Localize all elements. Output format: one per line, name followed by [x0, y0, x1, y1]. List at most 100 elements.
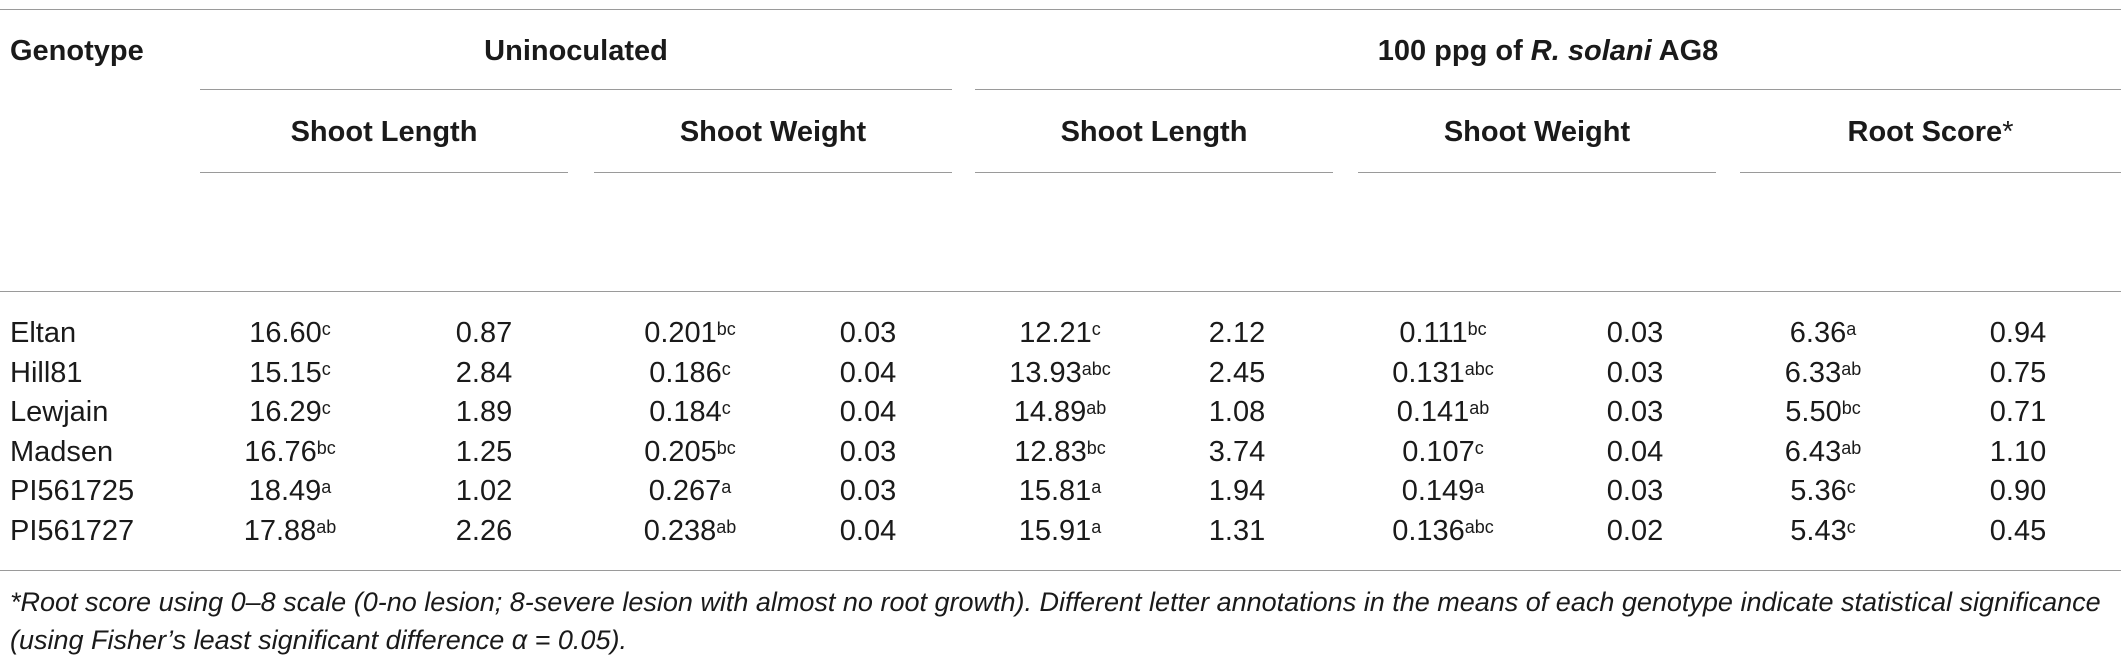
sd-cell: 0.04: [778, 511, 958, 551]
cell-value: 0.75: [1989, 356, 2047, 389]
cell-value: 14.89: [1013, 396, 1087, 428]
sd-cell: 0.04: [778, 353, 958, 393]
cell-value: 0.141: [1396, 396, 1470, 428]
root-score-asterisk: *: [2002, 116, 2014, 148]
significance-letters: ab: [1841, 437, 1862, 458]
cell-value: 16.60: [249, 317, 322, 349]
footnote-line-2: (using Fisher’s least significant differ…: [10, 625, 627, 655]
sd-cell: 3.74: [1147, 432, 1327, 472]
cell-value: 0.201: [644, 317, 717, 349]
u-shoot-weight-header: Shoot Weight: [679, 116, 867, 148]
genotype-header: Genotype: [10, 35, 144, 67]
cell-value: 0.71: [1989, 396, 2047, 428]
cell-value: 0.45: [1989, 514, 2047, 547]
cell-value: 1.94: [1208, 475, 1266, 507]
sd-cell: 0.03: [1545, 392, 1725, 432]
significance-letters: ab: [1841, 358, 1862, 379]
significance-letters: c: [1474, 437, 1484, 458]
cell-value: 0.87: [455, 317, 513, 349]
i-shoot-weight-header: Shoot Weight: [1443, 116, 1631, 148]
sd-cell: 0.03: [778, 432, 958, 472]
mean-cell: 0.238ab: [600, 511, 780, 551]
table-bottom-rule: [0, 570, 2121, 571]
cell-value: 12.83: [1014, 435, 1087, 468]
sd-cell: 0.03: [778, 313, 958, 353]
cell-value: 0.94: [1989, 317, 2047, 349]
cell-value: 0.131: [1392, 356, 1465, 389]
mean-cell: 12.83bc: [970, 432, 1150, 472]
sd-cell: 0.87: [394, 313, 574, 353]
cell-value: 1.25: [455, 435, 513, 468]
cell-value: 1.10: [1989, 435, 2047, 468]
significance-letters: c: [1091, 319, 1101, 339]
cell-value: 6.43: [1784, 435, 1842, 468]
mean-cell: 16.76bc: [200, 432, 380, 472]
significance-letters: a: [1091, 516, 1102, 537]
cell-value: 0.149: [1401, 475, 1475, 507]
genotype-cell: PI561727: [10, 514, 135, 547]
significance-letters: ab: [316, 516, 337, 537]
sd-cell: 1.02: [394, 471, 574, 511]
mean-cell: 14.89ab: [970, 392, 1150, 432]
mean-cell: 0.107c: [1353, 432, 1533, 472]
u-shoot-length-header: Shoot Length: [290, 116, 478, 148]
cell-value: 2.26: [455, 514, 513, 547]
mean-cell: 0.184c: [600, 392, 780, 432]
cell-value: 5.36: [1790, 475, 1847, 507]
cell-value: 1.02: [455, 475, 513, 507]
sd-cell: 0.02: [1545, 511, 1725, 551]
header-bottom-rule: [0, 291, 2121, 292]
significance-letters: a: [1474, 477, 1485, 497]
u-shoot-weight-rule: [594, 172, 952, 173]
sd-cell: 0.04: [778, 392, 958, 432]
footnote-line-1: *Root score using 0–8 scale (0-no lesion…: [10, 587, 2101, 617]
significance-letters: ab: [1086, 398, 1107, 418]
sd-cell: 1.31: [1147, 511, 1327, 551]
cell-value: 0.136: [1392, 514, 1465, 547]
sd-cell: 0.03: [778, 471, 958, 511]
cell-value: 0.04: [1606, 435, 1664, 468]
significance-letters: bc: [716, 319, 736, 339]
mean-cell: 0.205bc: [600, 432, 780, 472]
i-root-score-header: Root Score*: [1740, 112, 2121, 152]
cell-value: 2.12: [1208, 317, 1266, 349]
mean-cell: 0.111bc: [1353, 313, 1533, 353]
cell-value: 0.03: [1606, 317, 1664, 349]
sd-cell: 0.04: [1545, 432, 1725, 472]
cell-value: 1.08: [1208, 396, 1266, 428]
mean-cell: 15.81a: [970, 471, 1150, 511]
significance-letters: bc: [1467, 319, 1487, 339]
cell-value: 0.02: [1606, 514, 1664, 547]
inoculated-header: 100 ppg of R. solani AG8: [975, 31, 2121, 71]
sd-cell: 2.84: [394, 353, 574, 393]
mean-cell: 13.93abc: [970, 353, 1150, 393]
cell-value: 15.15: [249, 356, 322, 389]
sd-cell: 1.94: [1147, 471, 1327, 511]
uninoc-group-rule: [200, 89, 952, 90]
significance-letters: bc: [1841, 398, 1861, 418]
significance-letters: bc: [316, 437, 336, 458]
cell-value: 17.88: [243, 514, 317, 547]
sd-cell: 1.25: [394, 432, 574, 472]
cell-value: 0.03: [1606, 356, 1664, 389]
cell-value: 0.205: [644, 435, 717, 468]
inoc-header-prefix: 100 ppg of: [1377, 35, 1531, 67]
mean-cell: 0.149a: [1353, 471, 1533, 511]
sd-cell: 1.89: [394, 392, 574, 432]
sd-cell: 0.94: [1928, 313, 2108, 353]
significance-letters: c: [1846, 516, 1856, 537]
sd-cell: 0.71: [1928, 392, 2108, 432]
cell-value: 0.107: [1402, 435, 1475, 468]
significance-letters: abc: [1081, 358, 1111, 379]
genotype-cell: Eltan: [10, 317, 77, 349]
cell-value: 0.03: [839, 317, 897, 349]
mean-cell: 16.60c: [200, 313, 380, 353]
cell-value: 15.81: [1018, 475, 1092, 507]
mean-cell: 6.33ab: [1733, 353, 1913, 393]
cell-value: 0.267: [648, 475, 722, 507]
significance-letters: a: [1091, 477, 1102, 497]
significance-letters: ab: [1469, 398, 1490, 418]
cell-value: 0.03: [839, 475, 897, 507]
cell-value: 0.04: [839, 514, 897, 547]
significance-letters: c: [321, 358, 331, 379]
